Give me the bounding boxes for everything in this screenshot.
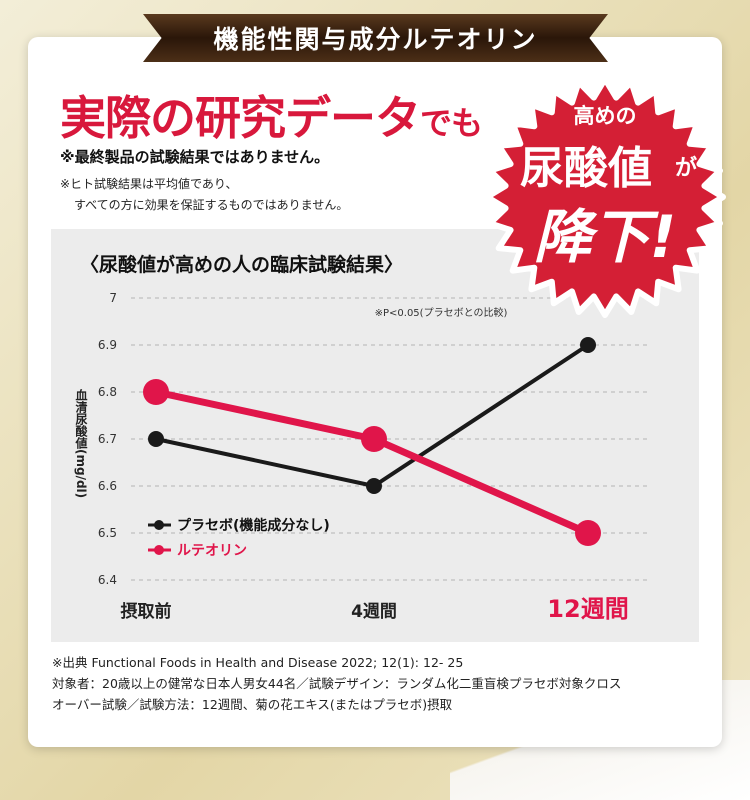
x-tick-label: 12週間 bbox=[547, 595, 628, 623]
significance-note: ※P<0.05(プラセボとの比較) bbox=[375, 306, 508, 319]
badge-line-2: 尿酸値 bbox=[520, 143, 652, 194]
x-tick-label: 摂取前 bbox=[121, 601, 172, 622]
disclaimer-line-2: すべての方に効果を保証するものではありません。 bbox=[74, 198, 349, 212]
y-tick-label: 6.8 bbox=[98, 385, 117, 399]
data-point bbox=[361, 426, 387, 452]
header-ribbon: 機能性関与成分ルテオリン bbox=[143, 14, 608, 62]
y-tick-label: 6.9 bbox=[98, 338, 117, 352]
chart-title: 〈尿酸値が高めの人の臨床試験結果〉 bbox=[80, 254, 404, 276]
data-point bbox=[580, 337, 596, 353]
y-axis-label: 血清尿酸値(mg/dl) bbox=[74, 388, 88, 499]
y-tick-label: 6.7 bbox=[98, 432, 117, 446]
data-point bbox=[143, 379, 169, 405]
badge-particle: が bbox=[675, 156, 698, 181]
y-tick-label: 7 bbox=[109, 291, 117, 305]
legend-swatch-dot bbox=[154, 545, 164, 555]
data-point bbox=[148, 431, 164, 447]
source-line-2: 対象者：20歳以上の健常な日本人男女44名／試験デザイン：ランダム化二重盲検プラ… bbox=[52, 676, 622, 691]
data-point bbox=[575, 520, 601, 546]
source-citation: ※出典 Functional Foods in Health and Disea… bbox=[52, 652, 712, 715]
disclaimer-small: ※ヒト試験結果は平均値であり、 すべての方に効果を保証するものではありません。 bbox=[60, 174, 440, 216]
y-tick-label: 6.4 bbox=[98, 573, 117, 587]
data-point bbox=[366, 478, 382, 494]
starburst-badge-icon bbox=[484, 76, 726, 318]
legend-swatch-dot bbox=[154, 520, 164, 530]
disclaimer-bold: ※最終製品の試験結果ではありません。 bbox=[60, 148, 330, 166]
headline-main: 実際の研究データ bbox=[60, 91, 421, 145]
y-tick-label: 6.5 bbox=[98, 526, 117, 540]
source-line-3: オーバー試験／試験方法：12週間、菊の花エキス(またはプラセボ)摂取 bbox=[52, 697, 453, 712]
legend-label: ルテオリン bbox=[177, 543, 247, 559]
result-badge: 高めの 尿酸値 が 降下! bbox=[480, 72, 730, 322]
y-tick-label: 6.6 bbox=[98, 479, 117, 493]
series-line bbox=[155, 343, 590, 488]
legend-label: プラセボ(機能成分なし) bbox=[177, 517, 330, 534]
badge-line-1: 高めの bbox=[573, 104, 637, 128]
source-line-1: ※出典 Functional Foods in Health and Disea… bbox=[52, 655, 464, 670]
disclaimer-line-1: ※ヒト試験結果は平均値であり、 bbox=[60, 177, 238, 191]
headline-tail: でも bbox=[420, 104, 483, 142]
x-tick-label: 4週間 bbox=[351, 602, 397, 622]
badge-line-3: 降下! bbox=[533, 203, 677, 271]
series-line bbox=[155, 388, 590, 537]
headline: 実際の研究データでも bbox=[60, 82, 483, 148]
